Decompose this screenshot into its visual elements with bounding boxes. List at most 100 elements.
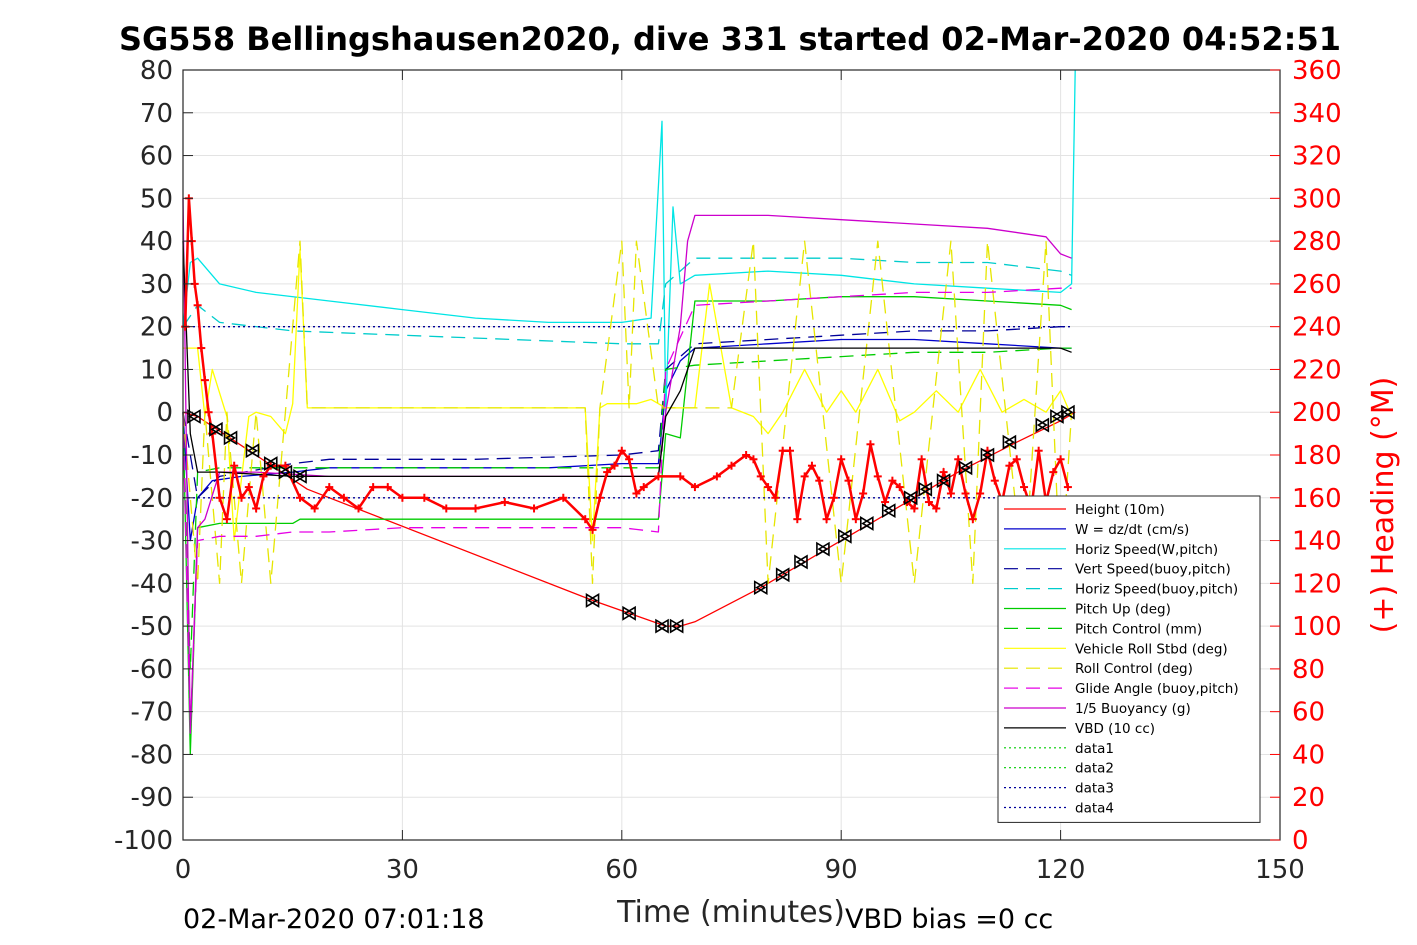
heading-marker	[851, 515, 860, 524]
heading-marker	[932, 504, 941, 513]
triangle-marker	[278, 464, 293, 480]
y2-ticks: 3603403203002802602402202001801601401201…	[1270, 56, 1342, 856]
y-tick-label: -50	[131, 612, 173, 642]
heading-marker	[197, 344, 206, 353]
legend-entry: data1	[1004, 741, 1114, 757]
triangle-markers	[187, 404, 1075, 634]
heading-marker	[204, 408, 213, 417]
legend-label: W = dz/dt (cm/s)	[1075, 522, 1189, 538]
heading-marker	[310, 504, 319, 513]
x-tick-label: 150	[1255, 855, 1305, 885]
heading-marker	[1049, 468, 1058, 477]
legend-entry: Vehicle Roll Stbd (deg)	[1004, 641, 1228, 657]
y2-tick-label: 300	[1292, 184, 1342, 214]
heading-marker	[215, 493, 224, 502]
legend-entry: data4	[1004, 801, 1114, 817]
heading-marker	[588, 525, 597, 534]
legend-label: Pitch Control (mm)	[1075, 621, 1202, 637]
heading-marker	[829, 493, 838, 502]
y2-tick-label: 20	[1292, 783, 1325, 813]
triangle-marker	[958, 460, 973, 476]
heading-marker	[749, 455, 758, 464]
series-group	[182, 69, 1076, 756]
heading-marker	[881, 498, 890, 507]
y2-tick-label: 120	[1292, 569, 1342, 599]
heading-marker	[946, 489, 955, 498]
chart-title: SG558 Bellingshausen2020, dive 331 start…	[119, 20, 1341, 58]
series-line-horiz-speed-w-pitch-	[182, 69, 1076, 413]
heading-marker	[968, 515, 977, 524]
y-ticks: 80 70 60 50 40 30 20 10 0 -10 -20 -30 -40 -50 -60 -70 -8…	[114, 56, 193, 856]
triangle-marker	[918, 481, 933, 497]
series-line-1-5-buoyancy-g-	[182, 198, 1072, 734]
x-tick-label: 120	[1036, 855, 1086, 885]
y-tick-label: 70	[140, 99, 173, 129]
legend-label: Height (10m)	[1075, 502, 1165, 518]
triangle-marker	[1050, 409, 1064, 424]
legend-entry: Horiz Speed(W,pitch)	[1004, 542, 1218, 558]
y2-tick-label: 220	[1292, 355, 1342, 385]
x-axis-label: Time (minutes)	[616, 895, 845, 930]
triangle-marker	[838, 528, 852, 544]
series-line-w-dz-dt-cm-s-	[182, 338, 1072, 542]
heading-marker	[807, 461, 816, 470]
heading-marker	[727, 461, 736, 470]
heading-marker	[712, 472, 721, 481]
series-line-glide-angle-buoy-pitch-	[182, 287, 1072, 734]
y-tick-label: -70	[131, 698, 173, 728]
heading-marker	[859, 489, 868, 498]
triangle-marker	[936, 473, 951, 489]
y-tick-label: 80	[140, 56, 173, 86]
legend-entry: 1/5 Buoyancy (g)	[1004, 701, 1191, 717]
heading-marker	[961, 489, 970, 498]
series-line-pitch-control-mm-	[182, 347, 1072, 670]
y-tick-label: -20	[131, 484, 173, 514]
heading-marker	[581, 515, 590, 524]
y-tick-label: -80	[131, 740, 173, 770]
legend-label: Horiz Speed(buoy,pitch)	[1075, 582, 1238, 598]
triangle-marker	[775, 567, 790, 583]
heading-marker	[200, 376, 209, 385]
heading-marker	[742, 451, 751, 459]
legend-label: data4	[1075, 801, 1114, 817]
triangle-marker	[293, 468, 307, 484]
legend-label: Vehicle Roll Stbd (deg)	[1075, 641, 1228, 657]
legend-entry: VBD (10 cc)	[1004, 721, 1155, 737]
y-tick-label: 30	[140, 270, 173, 300]
y2-tick-label: 340	[1292, 99, 1342, 129]
heading-marker	[383, 483, 392, 492]
heading-marker	[632, 489, 641, 498]
heading-marker	[610, 461, 619, 470]
heading-marker	[917, 455, 926, 464]
heading-marker	[756, 472, 765, 481]
heading-marker	[595, 493, 604, 502]
heading-marker	[296, 493, 305, 502]
triangle-marker	[245, 443, 260, 459]
heading-marker	[815, 476, 824, 485]
heading-marker	[398, 493, 407, 502]
heading-marker	[976, 489, 985, 498]
heading-marker	[800, 472, 809, 481]
triangle-marker	[622, 605, 636, 621]
heading-marker	[420, 493, 429, 502]
legend-entry: Glide Angle (buoy,pitch)	[1004, 681, 1239, 697]
heading-marker	[244, 483, 253, 492]
heading-marker	[924, 498, 933, 507]
triangle-marker	[881, 503, 896, 519]
y-tick-label: -100	[114, 826, 173, 856]
y2-tick-label: 360	[1292, 56, 1342, 86]
legend-label: Roll Control (deg)	[1075, 661, 1193, 677]
y2-axis-label: (+) Heading (°M)	[1366, 377, 1401, 634]
heading-marker	[625, 455, 634, 464]
legend-entry: Height (10m)	[1004, 502, 1165, 518]
y2-tick-label: 160	[1292, 484, 1342, 514]
y-tick-label: -10	[131, 441, 173, 471]
legend-entry: W = dz/dt (cm/s)	[1004, 522, 1189, 538]
heading-marker	[873, 472, 882, 481]
legend-entry: data3	[1004, 781, 1114, 797]
legend-label: data1	[1075, 741, 1114, 757]
heading-marker	[888, 476, 897, 485]
x-tick-label: 60	[605, 855, 638, 885]
legend-entry: Roll Control (deg)	[1004, 661, 1193, 677]
